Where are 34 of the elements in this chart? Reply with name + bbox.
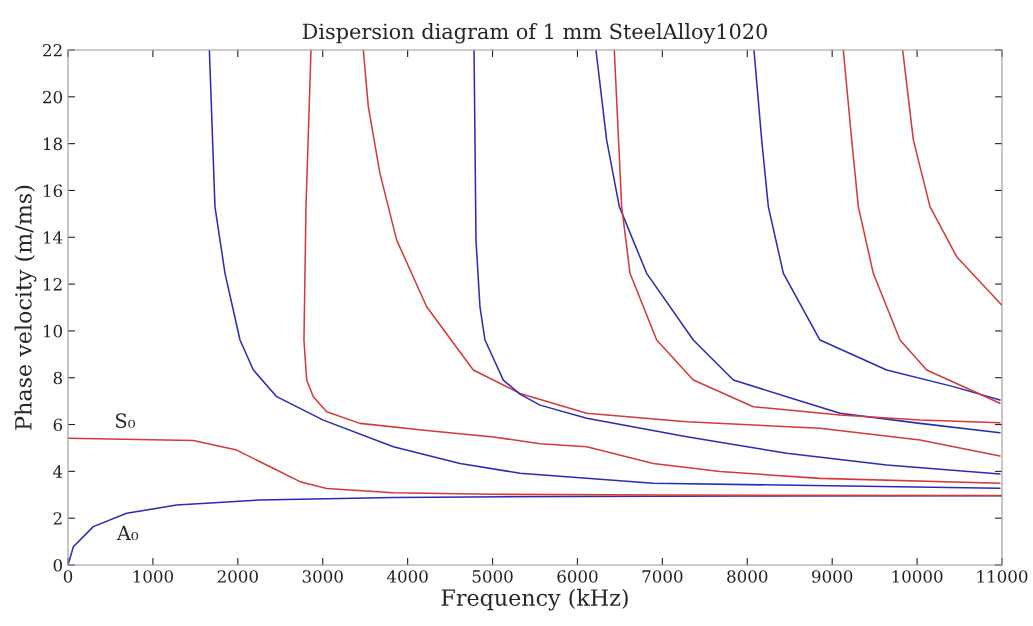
x-tick-label: 10000 <box>892 570 943 583</box>
line-series <box>901 50 1002 306</box>
x-tick-label: 9000 <box>812 570 853 583</box>
x-tick-label: 6000 <box>557 570 598 583</box>
x-tick-label: 0 <box>63 570 73 583</box>
x-tick-label: 3000 <box>302 570 343 583</box>
line-series <box>473 50 1001 475</box>
y-tick-label: 12 <box>43 278 62 291</box>
line-series <box>68 437 1002 497</box>
line-series <box>753 50 1001 401</box>
x-axis-title: Frequency (kHz) <box>441 588 628 611</box>
x-tick-label: 2000 <box>217 570 258 583</box>
y-tick-label: 6 <box>53 418 63 432</box>
y-tick-label: 22 <box>43 43 62 57</box>
line-series <box>842 50 1001 405</box>
x-tick-label: 4000 <box>386 570 428 583</box>
annotation: A₀ <box>116 525 139 541</box>
y-tick-label: 18 <box>43 137 63 151</box>
x-tick-label: 7000 <box>642 570 683 583</box>
y-tick-label: 10 <box>43 324 63 338</box>
y-axis-title: Phase velocity (m/ms) <box>14 185 37 430</box>
annotation: S₀ <box>116 413 136 428</box>
x-tick-label: 5000 <box>472 570 513 583</box>
x-tick-label: 11000 <box>977 570 1028 583</box>
y-tick-label: 8 <box>53 371 63 385</box>
y-tick-label: 0 <box>53 558 63 572</box>
y-tick-label: 20 <box>43 90 63 104</box>
y-tick-label: 16 <box>43 184 63 198</box>
x-tick-label: 1000 <box>133 570 174 583</box>
y-tick-label: 2 <box>53 512 62 525</box>
y-tick-label: 4 <box>53 465 63 478</box>
y-tick-label: 14 <box>43 231 63 244</box>
x-tick-label: 8000 <box>727 570 768 583</box>
chart-title: Dispersion diagram of 1 mm SteelAlloy1020 <box>302 23 767 44</box>
